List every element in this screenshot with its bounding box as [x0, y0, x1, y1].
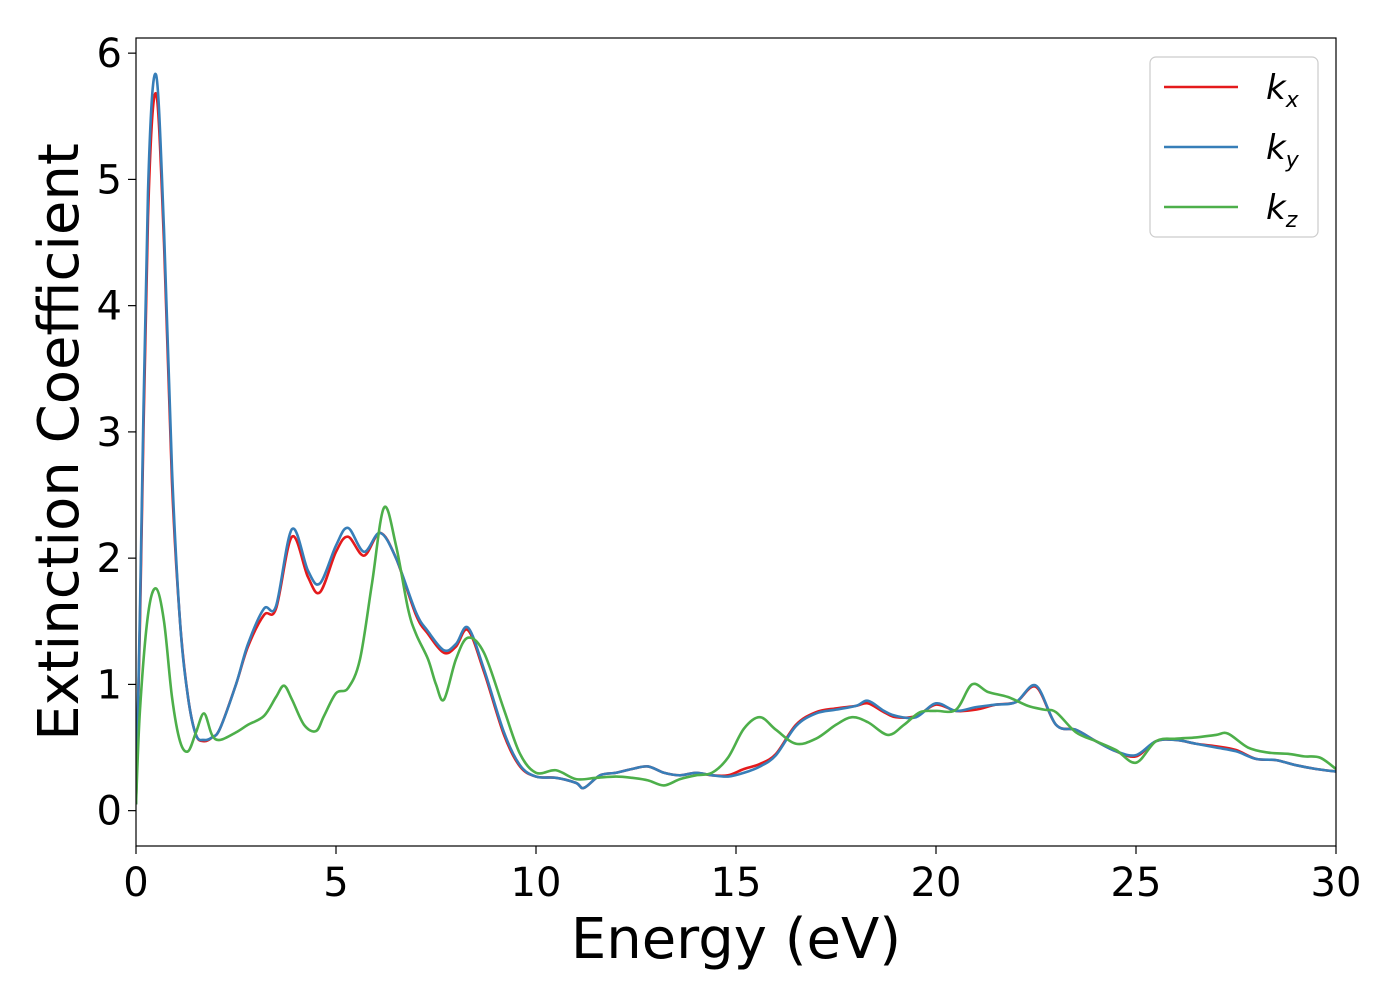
y-axis-title: Extinction Coefficient: [27, 143, 92, 741]
x-tick-label: 25: [1111, 860, 1162, 906]
x-tick-label: 0: [123, 860, 148, 906]
series-layer: [136, 72, 1336, 805]
y-tick-label: 5: [97, 157, 122, 203]
x-tick-label: 15: [711, 860, 762, 906]
legend-label-ky: ky: [1266, 128, 1300, 173]
series-line-kz: [136, 505, 1336, 805]
x-tick-label: 5: [323, 860, 348, 906]
x-tick-label: 20: [911, 860, 962, 906]
y-tick-label: 2: [97, 536, 122, 582]
y-tick-label: 3: [97, 410, 122, 456]
x-tick-label: 30: [1311, 860, 1362, 906]
legend-label-kz: kz: [1266, 188, 1298, 233]
y-tick-label: 6: [97, 31, 122, 77]
y-axis-ticks: 0 1 2 3 4 5 6: [97, 31, 136, 835]
x-axis-ticks: 0 5 10 15 20 25 30: [123, 846, 1361, 906]
legend-label-kx: kx: [1266, 68, 1300, 113]
y-tick-label: 4: [97, 284, 122, 330]
x-axis-title: Energy (eV): [571, 907, 901, 972]
x-tick-label: 10: [511, 860, 562, 906]
legend: kx ky kz: [1149, 56, 1319, 238]
y-tick-label: 0: [97, 789, 122, 835]
y-tick-label: 1: [97, 662, 122, 708]
